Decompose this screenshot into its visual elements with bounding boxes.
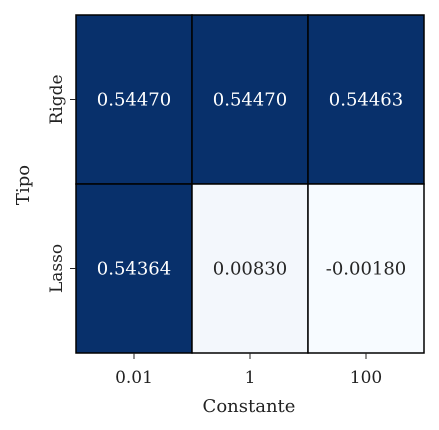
heatmap-cell: [307, 183, 425, 354]
heatmap-cell-value: 0.54463: [329, 90, 403, 111]
heatmap-cell-value: 0.54364: [97, 259, 171, 280]
x-axis-ticks: 0.01 1 100: [115, 353, 382, 388]
heatmap-cell-value: -0.00180: [326, 259, 407, 280]
heatmap-cell-value: 0.00830: [213, 259, 287, 280]
heatmap-cell: [191, 183, 309, 354]
y-axis-ticks: Rigde Lasso: [47, 74, 76, 293]
heatmap-cell-value: 0.54470: [97, 90, 171, 111]
heatmap-cells: [75, 14, 425, 354]
heatmap-cell: [191, 14, 309, 185]
heatmap-cell: [75, 183, 193, 354]
x-tick-label: 100: [350, 368, 382, 388]
heatmap-cell-value: 0.54470: [213, 90, 287, 111]
x-tick-label: 0.01: [115, 368, 153, 388]
x-tick-label: 1: [245, 368, 256, 388]
x-axis-label: Constante: [203, 396, 296, 417]
y-tick-label: Lasso: [47, 244, 67, 293]
heatmap-cell: [307, 14, 425, 185]
y-axis-label: Tipo: [13, 165, 34, 205]
heatmap-cell-labels: 0.54470 0.54470 0.54463 0.54364 0.00830 -0.00…: [97, 90, 406, 280]
y-tick-label: Rigde: [47, 74, 67, 124]
heatmap-cell: [75, 14, 193, 185]
